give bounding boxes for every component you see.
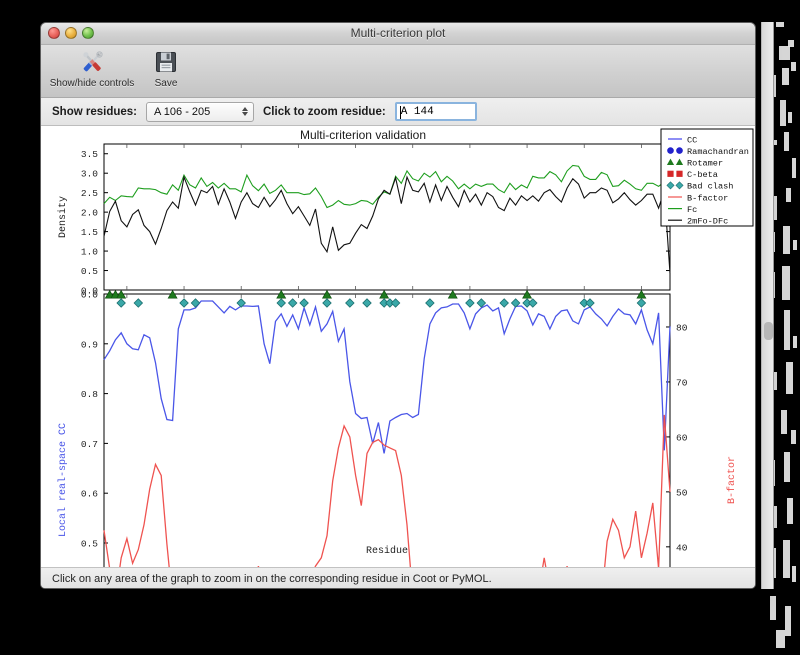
toolbar: Show/hide controls Save bbox=[41, 45, 755, 98]
stepper-arrows-icon[interactable] bbox=[242, 107, 248, 116]
svg-text:1.0: 1.0 bbox=[81, 247, 98, 258]
desktop-background: Multi-criterion plot bbox=[0, 0, 800, 655]
text-caret bbox=[400, 106, 401, 119]
svg-text:40: 40 bbox=[676, 542, 688, 553]
window-title: Multi-criterion plot bbox=[41, 26, 755, 40]
svg-text:1.5: 1.5 bbox=[81, 227, 98, 238]
svg-text:2.5: 2.5 bbox=[81, 188, 98, 199]
legend-label: Bad clash bbox=[687, 182, 733, 192]
legend-label: CC bbox=[687, 135, 697, 145]
show-hide-controls-label: Show/hide controls bbox=[50, 78, 135, 89]
legend-label: Rotamer bbox=[687, 159, 723, 169]
density-y-axis-label: Density bbox=[57, 196, 69, 238]
plot-canvas[interactable]: Multi-criterion validation 0.0 0.5 1.0 1.5 2… bbox=[41, 126, 755, 567]
svg-text:0.6: 0.6 bbox=[81, 489, 98, 500]
scrollbar-thumb[interactable] bbox=[764, 322, 773, 340]
cc-y-axis-label: Local real-space CC bbox=[57, 423, 69, 537]
zoom-residue-input[interactable]: A 144 bbox=[395, 102, 477, 121]
bfactor-y-axis-label: B-factor bbox=[726, 456, 738, 504]
svg-text:3.0: 3.0 bbox=[81, 169, 98, 180]
svg-text:70: 70 bbox=[676, 377, 688, 388]
legend-label: Fc bbox=[687, 205, 697, 215]
status-bar: Click on any area of the graph to zoom i… bbox=[41, 567, 755, 589]
multi-criterion-plot-svg[interactable]: Multi-criterion validation 0.0 0.5 1.0 1.5 2… bbox=[41, 126, 755, 567]
chart-title: Multi-criterion validation bbox=[300, 128, 426, 142]
show-residues-label: Show residues: bbox=[52, 106, 137, 118]
residue-range-select[interactable]: A 106 - 205 bbox=[146, 102, 254, 122]
svg-text:0.7: 0.7 bbox=[81, 439, 98, 450]
save-label: Save bbox=[155, 78, 178, 89]
legend-label: 2mFo-DFc bbox=[687, 217, 728, 227]
window-scrollbar[interactable] bbox=[761, 22, 774, 589]
svg-text:0.8: 0.8 bbox=[81, 389, 98, 400]
legend-label: C-beta bbox=[687, 170, 718, 180]
residue-x-axis-label: Residue bbox=[366, 545, 408, 557]
svg-text:3.5: 3.5 bbox=[81, 149, 98, 160]
controls-bar: Show residues: A 106 - 205 Click to zoom… bbox=[41, 98, 755, 126]
svg-text:0.0: 0.0 bbox=[81, 290, 98, 301]
svg-text:80: 80 bbox=[676, 322, 688, 333]
zoom-residue-value: A 144 bbox=[401, 106, 434, 118]
app-window: Multi-criterion plot bbox=[40, 22, 756, 589]
show-hide-controls-button[interactable]: Show/hide controls bbox=[55, 48, 129, 89]
window-titlebar: Multi-criterion plot bbox=[41, 23, 755, 45]
svg-text:0.9: 0.9 bbox=[81, 339, 98, 350]
legend-label: B-factor bbox=[687, 193, 728, 203]
save-button[interactable]: Save bbox=[129, 48, 203, 89]
tools-icon bbox=[77, 48, 107, 76]
legend-label: Ramachandran bbox=[687, 147, 749, 157]
chart-legend[interactable]: CC Ramachandran RotamerC-beta Bad clashB-fa… bbox=[661, 129, 753, 227]
svg-text:2.0: 2.0 bbox=[81, 208, 98, 219]
status-text: Click on any area of the graph to zoom i… bbox=[52, 573, 492, 585]
svg-text:60: 60 bbox=[676, 432, 688, 443]
residue-range-value: A 106 - 205 bbox=[154, 106, 242, 118]
svg-text:50: 50 bbox=[676, 487, 688, 498]
zoom-residue-label: Click to zoom residue: bbox=[263, 106, 386, 118]
svg-text:0.5: 0.5 bbox=[81, 538, 98, 549]
floppy-disk-icon bbox=[152, 48, 180, 76]
svg-text:0.5: 0.5 bbox=[81, 266, 98, 277]
